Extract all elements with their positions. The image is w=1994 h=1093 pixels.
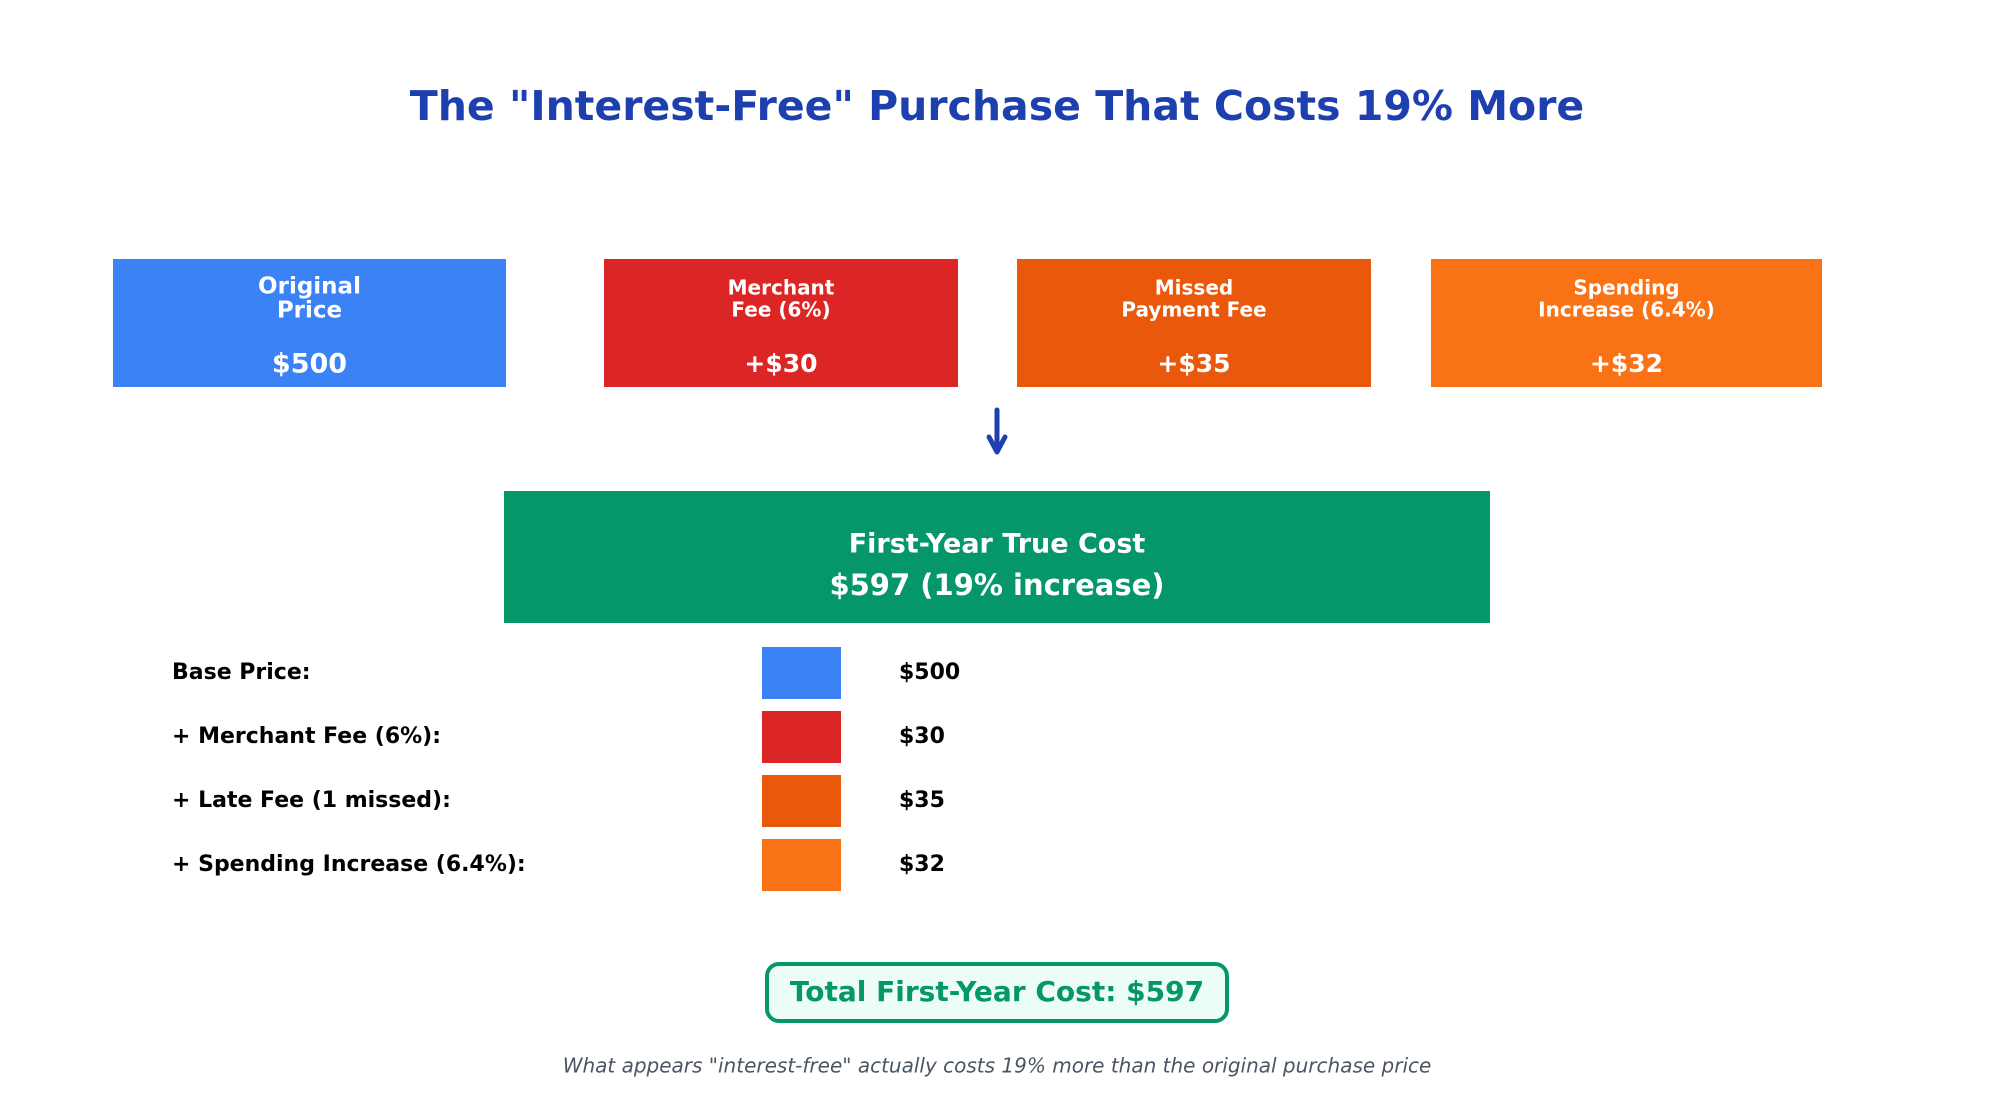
result-box — [504, 491, 1490, 623]
swatch — [762, 839, 841, 891]
swatch — [762, 775, 841, 827]
card-label: Fee (6%) — [731, 298, 830, 322]
card — [1431, 259, 1822, 387]
total: Total First-Year Cost: $597 — [790, 975, 1204, 1008]
row-amount: $32 — [899, 852, 945, 877]
footnote: What appears "interest-free" actually co… — [563, 1054, 1432, 1078]
card-label: Original — [258, 274, 361, 300]
row-amount: $35 — [899, 788, 945, 813]
card-label: Price — [277, 298, 342, 324]
swatch — [762, 711, 841, 763]
result-amount: $597 (19% increase) — [829, 568, 1164, 602]
row-label: + Merchant Fee (6%): — [172, 724, 441, 749]
row-amount: $30 — [899, 724, 945, 749]
card-amount: $500 — [272, 349, 347, 380]
row-amount: $500 — [899, 660, 960, 685]
row-label: Base Price: — [172, 660, 311, 685]
card-label: Merchant — [728, 276, 835, 300]
card-label: Increase (6.4%) — [1538, 298, 1715, 322]
card-amount: +$35 — [1157, 349, 1230, 378]
card-label: Spending — [1573, 276, 1679, 300]
card-label: Missed — [1155, 276, 1233, 300]
card — [604, 259, 958, 387]
title: The "Interest-Free" Purchase That Costs … — [410, 82, 1585, 130]
swatch — [762, 647, 841, 699]
result-label: First-Year True Cost — [849, 529, 1146, 560]
row-label: + Spending Increase (6.4%): — [172, 852, 526, 877]
card-label: Payment Fee — [1121, 298, 1266, 322]
card-amount: +$30 — [744, 349, 817, 378]
row-label: + Late Fee (1 missed): — [172, 788, 451, 813]
card-amount: +$32 — [1590, 349, 1663, 378]
total-box — [765, 962, 1229, 1023]
card — [1017, 259, 1371, 387]
card — [113, 259, 506, 387]
arrow — [986, 407, 1008, 455]
